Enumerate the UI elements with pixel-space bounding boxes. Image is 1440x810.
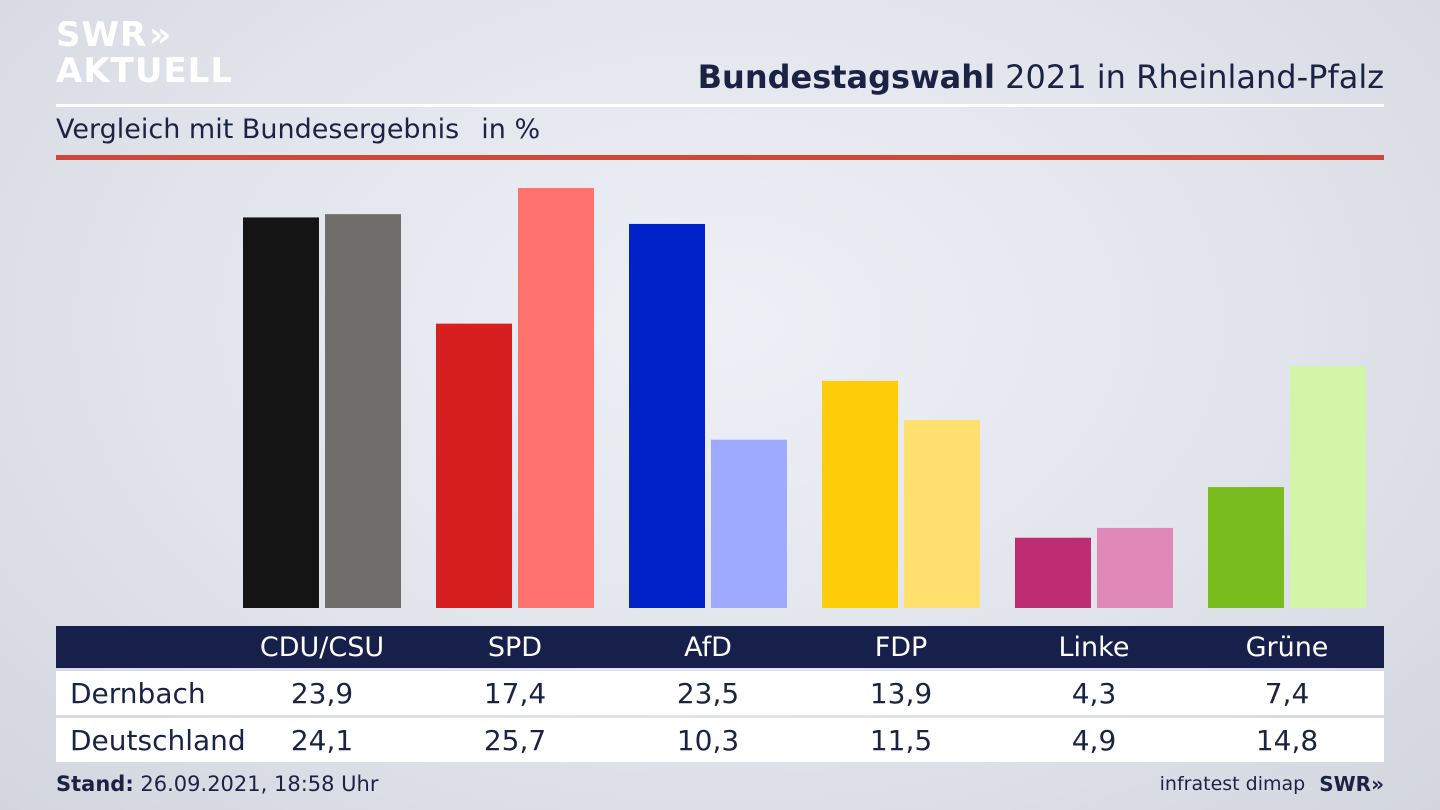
table-cell: 13,9 — [869, 676, 933, 710]
bar-fdp-dernbach — [822, 380, 898, 608]
subtitle-unit: in % — [481, 114, 541, 145]
table-cell: 4,3 — [1071, 676, 1117, 710]
table-cell: 25,7 — [483, 723, 547, 757]
table-cell: 11,5 — [869, 723, 933, 757]
title-bold: Bundestagswahl — [697, 58, 995, 96]
bar-gr-ne-deutschland — [1290, 366, 1366, 608]
bar-cdu-csu-deutschland — [325, 214, 401, 608]
accent-rule — [56, 155, 1384, 160]
table-cell: 17,4 — [483, 676, 547, 710]
swr-aktuell-logo: SWR» AKTUELL — [56, 18, 233, 88]
row-label: Dernbach — [70, 676, 206, 710]
stand-label: Stand: — [56, 772, 134, 796]
column-header: FDP — [874, 631, 928, 663]
table-header: CDU/CSU SPD AfD FDP Linke Grüne — [56, 626, 1384, 668]
bar-cdu-csu-dernbach — [243, 217, 319, 609]
row-label: Deutschland — [70, 723, 246, 757]
bar-spd-deutschland — [518, 188, 594, 608]
bar-fdp-deutschland — [904, 420, 980, 608]
bar-afd-deutschland — [711, 439, 787, 608]
chart-subtitle: Vergleich mit Bundesergebnis in % — [56, 114, 540, 145]
column-header: CDU/CSU — [259, 631, 385, 663]
bar-afd-dernbach — [629, 223, 705, 608]
bar-spd-dernbach — [436, 323, 512, 608]
table-cell: 4,9 — [1071, 723, 1117, 757]
logo-line-aktuell: AKTUELL — [56, 51, 234, 91]
page-title: Bundestagswahl 2021 in Rheinland-Pfalz — [698, 58, 1384, 96]
bar-gr-ne-dernbach — [1208, 487, 1284, 608]
logo-line-swr: SWR — [56, 15, 148, 55]
bar-linke-dernbach — [1015, 537, 1091, 608]
header-divider — [56, 104, 1384, 107]
table-cell: 7,4 — [1264, 676, 1310, 710]
column-header: Grüne — [1245, 631, 1329, 663]
bar-linke-deutschland — [1097, 527, 1173, 608]
subtitle-text: Vergleich mit Bundesergebnis — [56, 114, 460, 145]
table-cell: 14,8 — [1255, 723, 1319, 757]
column-header: Linke — [1058, 631, 1130, 663]
swr-footer-logo: SWR» — [1319, 772, 1384, 796]
source-label: infratest dimap — [1159, 773, 1306, 795]
results-table: CDU/CSU SPD AfD FDP Linke Grüne Dernbach 23,9… — [56, 626, 1384, 762]
table-row: Dernbach 23,9 17,4 23,5 13,9 4,3 7,4 — [56, 671, 1384, 715]
timestamp: Stand: 26.09.2021, 18:58 Uhr — [56, 772, 379, 796]
column-header: AfD — [684, 631, 732, 663]
table-cell: 23,5 — [676, 676, 740, 710]
column-header: SPD — [487, 631, 543, 663]
table-row: Deutschland 24,1 25,7 10,3 11,5 4,9 14,8 — [56, 718, 1384, 762]
chevron-icon: » — [149, 15, 173, 55]
table-cell: 24,1 — [290, 723, 354, 757]
table-cell: 23,9 — [290, 676, 354, 710]
source-credit: infratest dimap SWR» — [1160, 772, 1384, 796]
table-cell: 10,3 — [676, 723, 740, 757]
stand-value: 26.09.2021, 18:58 Uhr — [133, 772, 379, 796]
title-rest: 2021 in Rheinland-Pfalz — [995, 58, 1384, 96]
